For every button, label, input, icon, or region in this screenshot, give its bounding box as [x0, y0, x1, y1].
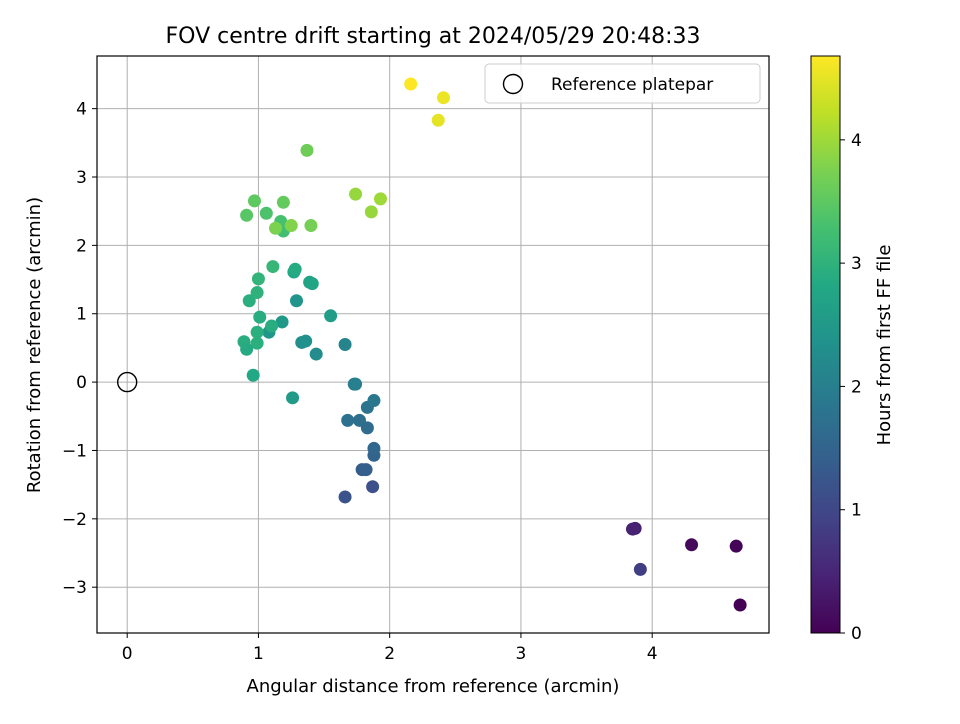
data-point [431, 113, 445, 127]
grid-lines [97, 56, 769, 633]
data-points [237, 77, 747, 612]
reference-marker-layer [116, 371, 138, 393]
data-point [242, 294, 256, 308]
y-tick-label: −2 [62, 510, 87, 530]
data-point [266, 260, 280, 274]
data-point [733, 598, 747, 612]
data-point [290, 294, 303, 308]
colorbar-tick-label: 4 [851, 131, 862, 151]
plot-axes: 0 1 2 3 4 −3 −2 −1 0 1 2 3 4 [62, 55, 770, 664]
data-point [341, 413, 355, 427]
data-point [404, 77, 418, 91]
colorbar-gradient [811, 56, 840, 633]
data-point [338, 490, 352, 504]
data-point [265, 319, 279, 333]
colorbar-tick-label: 2 [851, 377, 862, 397]
x-tick-label: 2 [384, 644, 395, 664]
x-tick-label: 4 [647, 644, 658, 664]
y-axis-label: Rotation from reference (arcmin) [24, 197, 45, 493]
data-point [349, 187, 363, 201]
data-point [633, 562, 647, 576]
data-point [367, 394, 381, 408]
data-point [324, 309, 338, 323]
data-point [309, 347, 323, 361]
x-tick-label: 0 [122, 644, 133, 664]
x-axis-label: Angular distance from reference (arcmin) [247, 676, 620, 697]
legend-box [484, 63, 761, 104]
data-point [305, 277, 319, 291]
data-point [374, 192, 387, 206]
plot-frame [96, 55, 770, 634]
data-point [626, 522, 639, 536]
data-point [269, 221, 282, 235]
data-point [246, 368, 260, 382]
data-point [248, 194, 261, 208]
data-point [253, 310, 267, 324]
y-tick-label: 2 [76, 236, 87, 256]
data-point [353, 413, 366, 427]
colorbar: 0 1 2 3 4 [810, 55, 862, 644]
colorbar-tick-label: 0 [851, 624, 862, 644]
data-point [364, 205, 378, 219]
data-point [367, 441, 381, 455]
data-point [240, 208, 254, 222]
y-tick-label: −1 [62, 441, 87, 461]
y-tick-label: 4 [76, 100, 87, 120]
x-tick-label: 3 [516, 644, 527, 664]
data-point [275, 315, 289, 329]
data-point [437, 91, 450, 105]
data-point [685, 538, 699, 552]
data-point [240, 342, 254, 356]
data-point [251, 272, 265, 286]
data-point [276, 195, 290, 209]
x-tick-label: 1 [253, 644, 264, 664]
colorbar-tick-label: 1 [851, 501, 862, 521]
data-point [250, 336, 264, 350]
data-point [300, 143, 314, 157]
y-tick-label: 0 [76, 373, 87, 393]
data-point [366, 480, 380, 494]
legend: Reference platepar [484, 63, 761, 104]
reference-marker [116, 371, 138, 393]
colorbar-frame [810, 55, 841, 634]
y-tick-label: 3 [76, 168, 87, 188]
data-point [299, 334, 313, 348]
legend-marker [502, 73, 524, 95]
chart-title: FOV centre drift starting at 2024/05/29 … [166, 24, 701, 49]
data-point [284, 219, 298, 233]
data-point [250, 325, 264, 339]
legend-label: Reference platepar [551, 75, 713, 95]
data-point [288, 262, 302, 276]
data-point [259, 206, 273, 220]
data-point [250, 286, 264, 300]
colorbar-tick-label: 3 [851, 254, 862, 274]
data-point [304, 219, 318, 233]
y-tick-label: 1 [76, 305, 87, 325]
y-tick-label: −3 [62, 578, 87, 598]
data-point [338, 338, 352, 351]
data-point [286, 391, 300, 405]
data-point [729, 539, 743, 553]
colorbar-label: Hours from first FF file [874, 245, 895, 446]
data-point [347, 377, 361, 391]
data-point [359, 463, 373, 477]
